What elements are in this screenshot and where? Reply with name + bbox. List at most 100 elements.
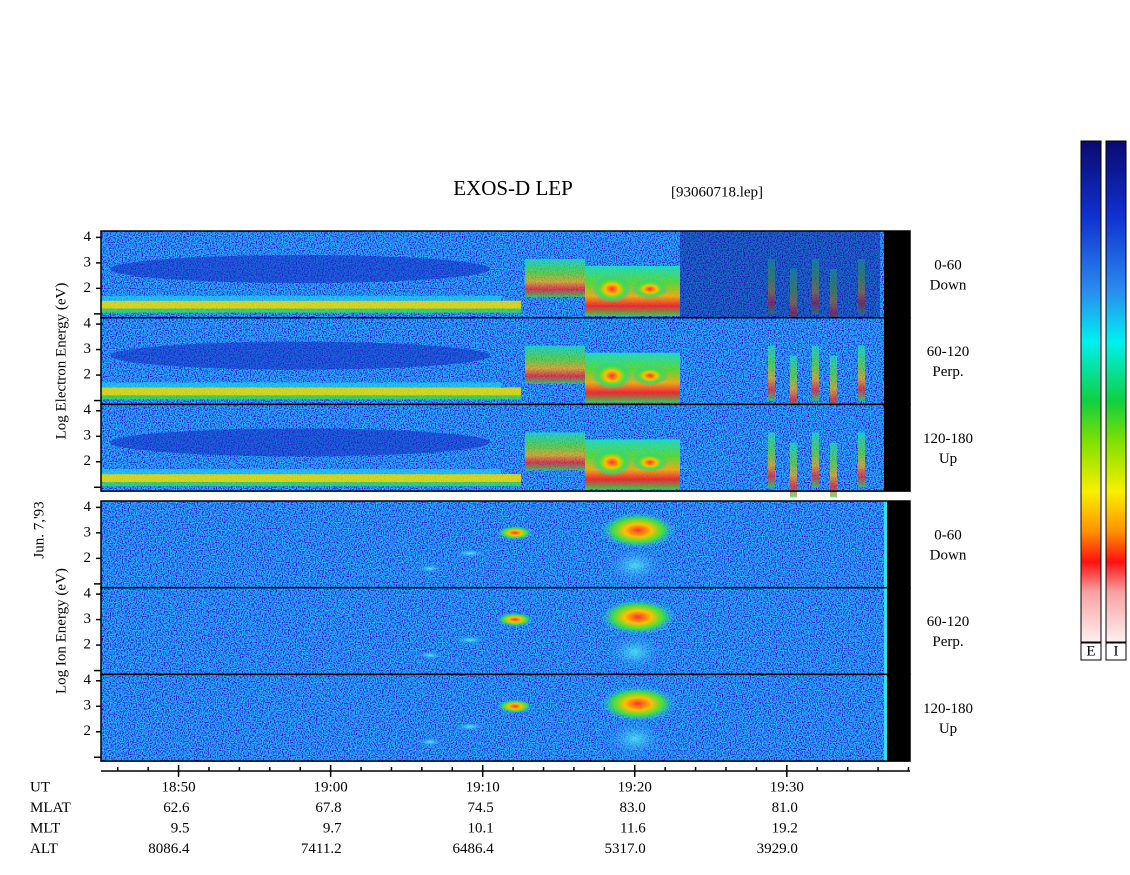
x-tick-label: 19:30: [770, 779, 804, 795]
feature: [110, 428, 490, 457]
direction-label: Down: [930, 277, 967, 293]
feature: [525, 345, 585, 384]
feature: [101, 295, 501, 301]
angle-label: 60-120: [927, 344, 970, 360]
chart-title: EXOS-D LEP: [453, 176, 573, 200]
direction-label: Down: [930, 547, 967, 563]
colorbar-label: I: [1114, 643, 1119, 659]
feature: [600, 543, 670, 588]
orbit-value: 11.6: [620, 820, 646, 836]
orbit-value: 6486.4: [452, 841, 494, 857]
angle-label: 120-180: [923, 431, 973, 447]
panel-frame: [100, 673, 911, 762]
orbit-row-label: MLT: [30, 820, 60, 836]
feature: [632, 452, 668, 473]
feature: [414, 650, 446, 661]
spectrogram-texture: [101, 501, 884, 588]
feature: [858, 432, 865, 488]
feature: [790, 442, 797, 498]
spectrogram-features: [101, 231, 880, 324]
feature: [812, 259, 819, 314]
feature: [101, 395, 521, 400]
feature: [600, 599, 676, 636]
direction-label: Perp.: [932, 634, 963, 650]
angle-label: 120-180: [923, 701, 973, 717]
spectrogram-features: [414, 587, 887, 675]
orbit-value: 9.5: [171, 820, 190, 836]
feature: [101, 308, 521, 313]
orbit-value: 67.8: [315, 800, 341, 816]
panel-frame: [100, 403, 911, 492]
orbit-value: 7411.2: [301, 841, 342, 857]
y-tick-label: 4: [84, 229, 92, 245]
feature: [110, 255, 490, 283]
y-tick-label: 3: [84, 611, 92, 627]
feature: [768, 345, 775, 401]
feature: [450, 721, 490, 732]
orbit-value: 19.2: [772, 820, 798, 836]
feature: [812, 432, 819, 488]
spectrogram-features: [414, 674, 887, 762]
feature: [768, 259, 775, 314]
angle-label: 0-60: [934, 257, 962, 273]
feature: [414, 736, 446, 747]
feature: [592, 275, 632, 303]
colorbar: [1105, 140, 1127, 643]
x-tick-label: 19:10: [466, 779, 500, 795]
feature: [497, 525, 533, 540]
feature: [101, 382, 501, 388]
direction-label: Perp.: [932, 364, 963, 380]
direction-label: Up: [939, 721, 957, 737]
orbit-value: 83.0: [620, 800, 646, 816]
spectrogram-features: [101, 428, 865, 498]
feature: [884, 674, 887, 762]
plot-area: 2 3 4 0-60 Down 2 3 4 60-120 Perp. 2 3 4 120-180 Up Log…: [30, 140, 1127, 857]
feature: [525, 432, 585, 471]
y-axis-label: Log Electron Energy (eV): [53, 283, 69, 440]
y-tick-label: 3: [84, 341, 92, 357]
file-label: [93060718.lep]: [671, 184, 763, 200]
y-tick-label: 4: [84, 499, 92, 515]
feature: [450, 548, 490, 559]
feature: [830, 442, 837, 498]
orbit-value: 10.1: [467, 820, 493, 836]
feature: [884, 587, 887, 675]
feature: [830, 269, 837, 324]
feature: [600, 716, 670, 762]
orbit-value: 3929.0: [757, 841, 798, 857]
feature: [884, 501, 887, 588]
feature: [830, 355, 837, 411]
feature: [414, 563, 446, 574]
y-tick-label: 4: [84, 316, 92, 332]
orbit-row-label: MLAT: [30, 800, 71, 816]
feature: [790, 269, 797, 324]
feature: [812, 345, 819, 401]
feature: [768, 432, 775, 488]
orbit-row-label: UT: [30, 779, 50, 795]
feature: [525, 259, 585, 297]
y-tick-label: 2: [84, 637, 92, 653]
feature: [632, 279, 668, 299]
y-tick-label: 2: [84, 550, 92, 566]
feature: [592, 361, 632, 390]
feature: [497, 699, 533, 714]
spectrogram-texture: [101, 674, 884, 762]
x-tick-label: 19:20: [618, 779, 652, 795]
feature: [110, 341, 490, 370]
feature: [450, 634, 490, 645]
feature: [858, 259, 865, 314]
spectrogram-features: [414, 501, 887, 588]
y-tick-label: 2: [84, 367, 92, 383]
orbit-value: 81.0: [772, 800, 798, 816]
spectrogram-features: [101, 341, 865, 411]
spectrogram-texture: [101, 587, 884, 675]
feature: [600, 512, 676, 549]
feature: [101, 482, 521, 487]
feature: [858, 345, 865, 401]
colorbar-label-box: [1105, 642, 1127, 661]
orbit-value: 62.6: [163, 800, 190, 816]
direction-label: Up: [939, 451, 957, 467]
y-tick-label: 4: [84, 672, 92, 688]
orbit-row-label: ALT: [30, 841, 58, 857]
